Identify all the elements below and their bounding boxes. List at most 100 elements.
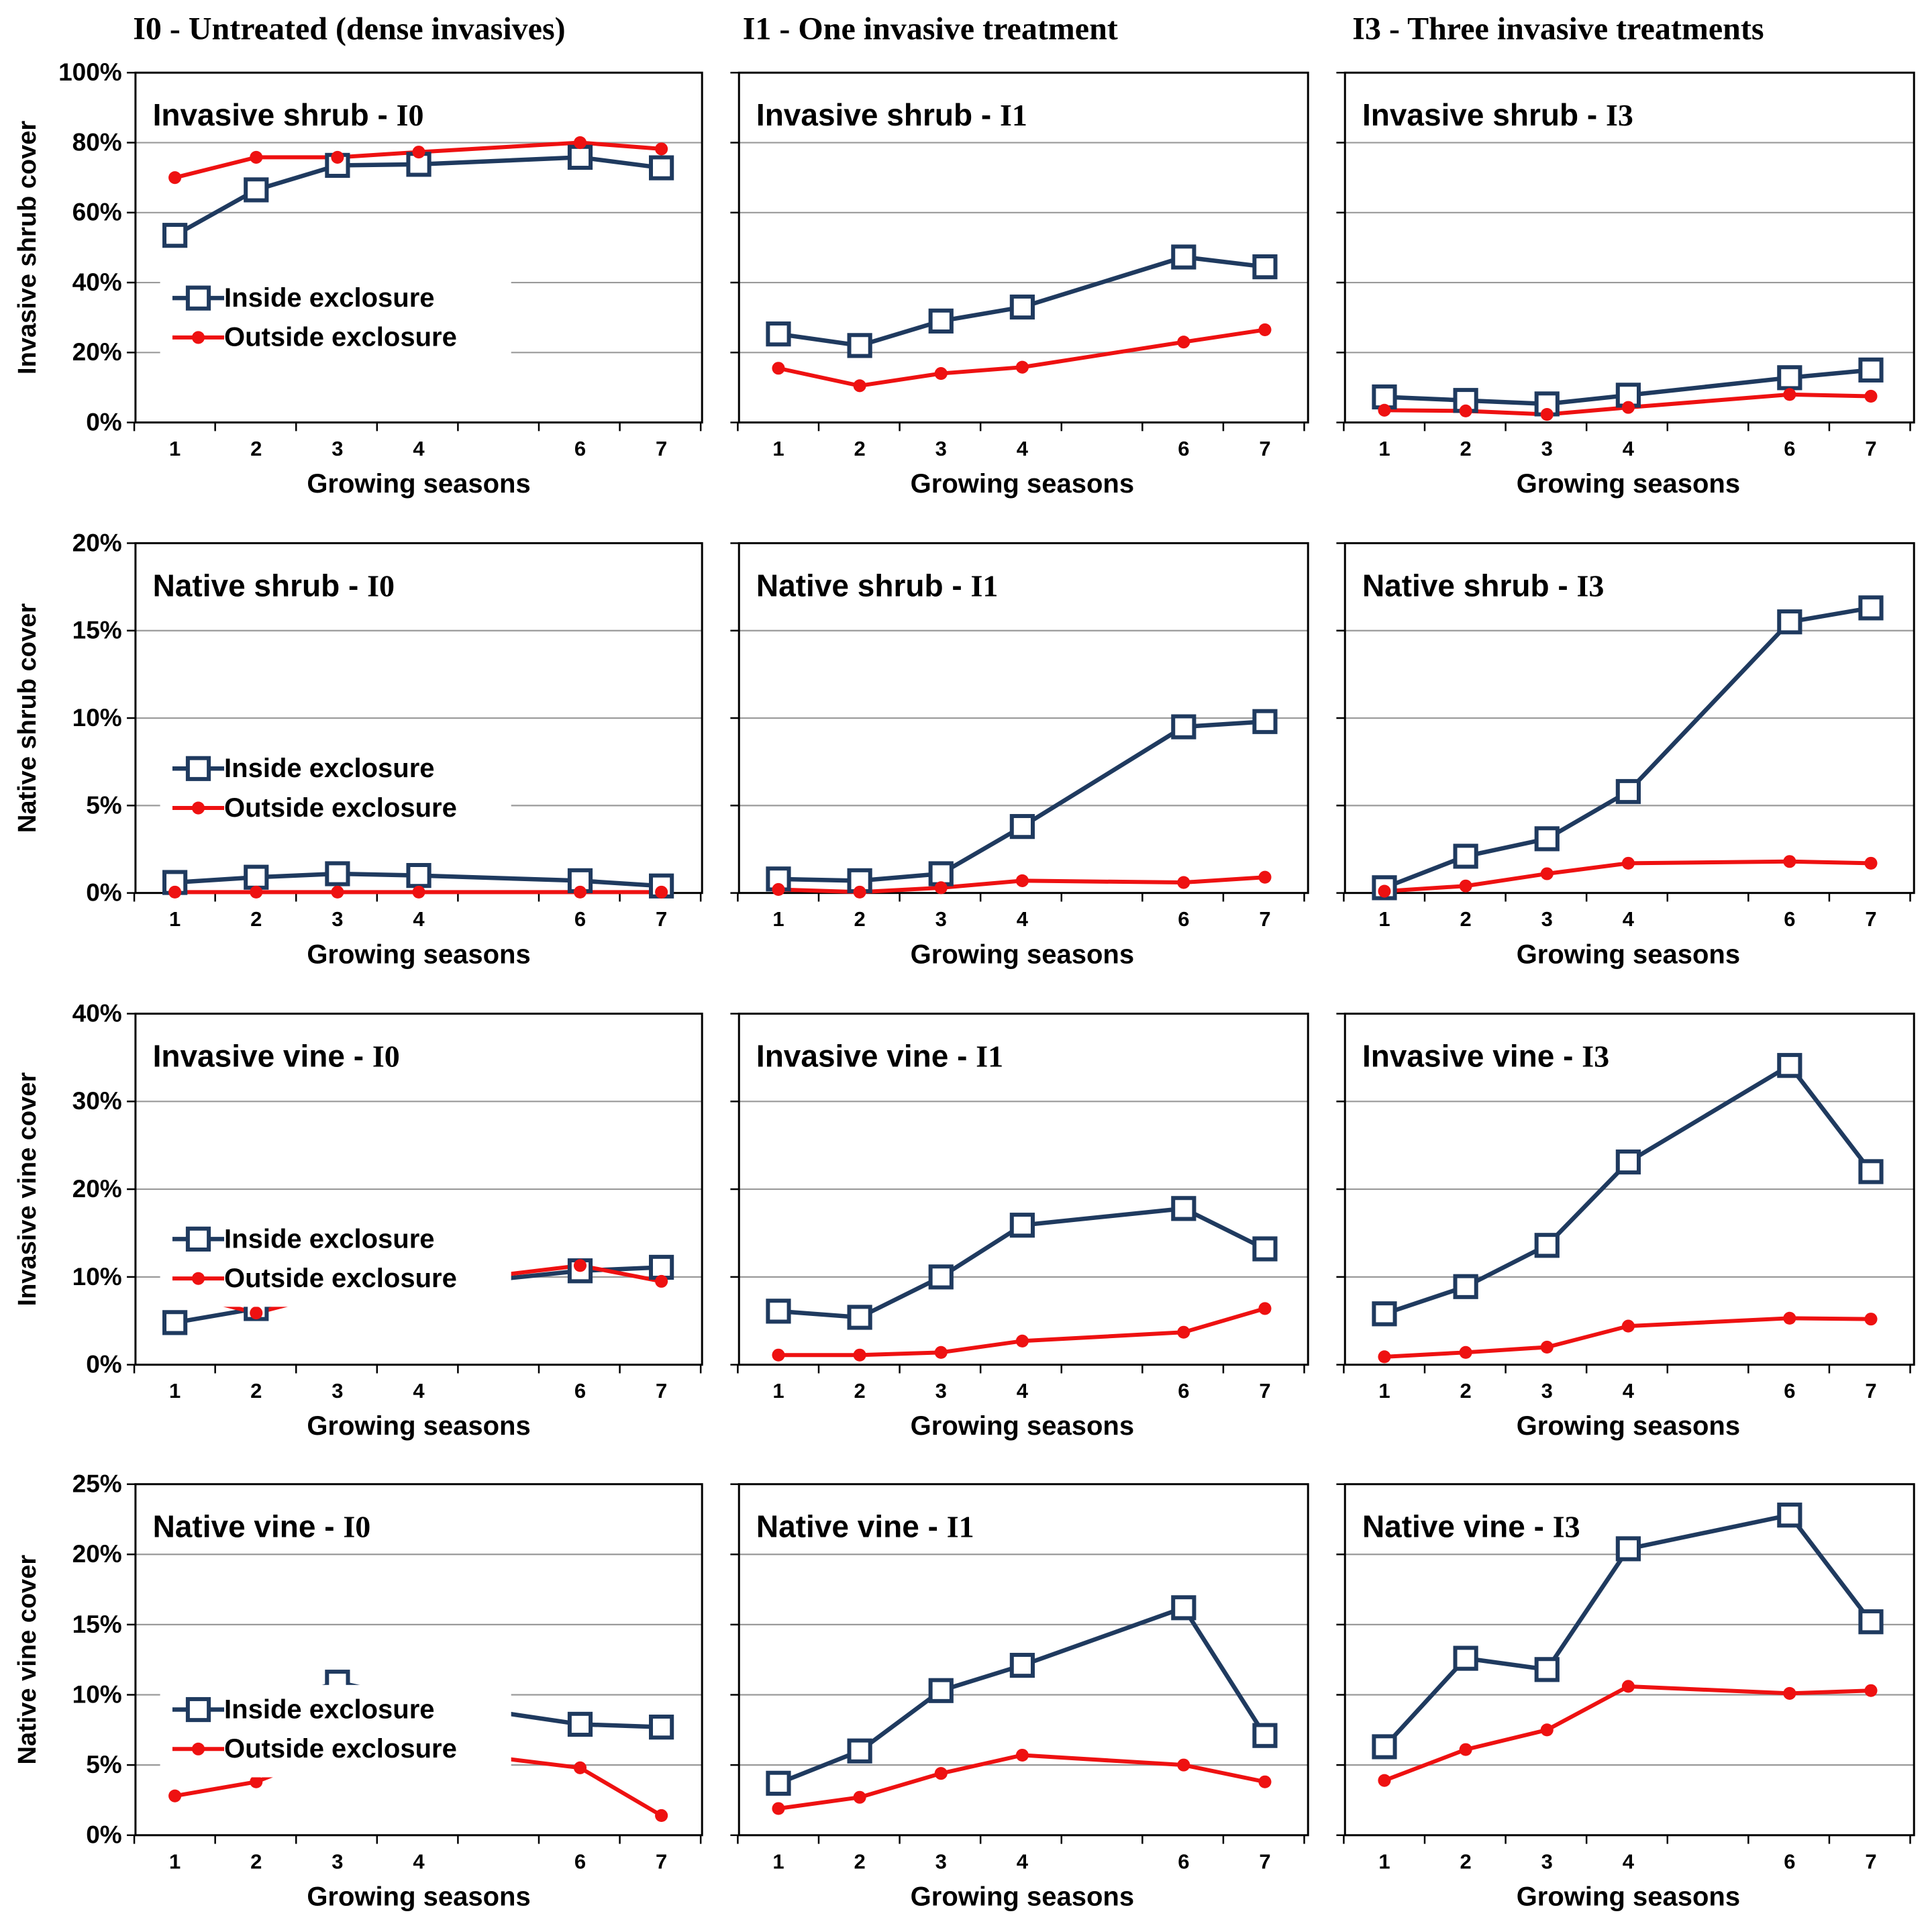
plot-frame xyxy=(1343,1483,1915,1837)
legend-inside-label: Inside exclosure xyxy=(224,283,434,313)
outside-exclosure-line xyxy=(778,875,1266,895)
column-title-prefix: I1 xyxy=(743,11,772,47)
outside-exclosure-point xyxy=(412,885,425,899)
y-axis-label: Native vine cover xyxy=(13,1555,42,1765)
legend-background xyxy=(160,273,511,366)
x-tick-label: 4 xyxy=(413,907,425,931)
y-tick-label: 60% xyxy=(72,199,122,226)
x-axis-label: Growing seasons xyxy=(911,939,1134,969)
outside-exclosure-point xyxy=(168,1789,182,1802)
panel-title-text: Native shrub - xyxy=(756,568,971,603)
outside-exclosure-point xyxy=(1459,1743,1472,1756)
inside-exclosure-point xyxy=(1858,1159,1884,1184)
inside-exclosure-point xyxy=(649,155,674,181)
chart-panel: 1 2 3 4 6 7 Growing seasons Invasive vine - I1 xyxy=(730,1013,1309,1441)
outside-exclosure-point xyxy=(1540,1340,1554,1354)
y-axis-label: Invasive vine cover xyxy=(13,1072,42,1307)
y-tick-label: 20% xyxy=(72,338,122,366)
outside-exclosure-line xyxy=(174,140,662,180)
inside-exclosure-point xyxy=(1252,1723,1278,1748)
x-tick-label: 7 xyxy=(1865,1849,1876,1873)
outside-exclosure-point xyxy=(1783,855,1796,868)
x-tick-label: 7 xyxy=(1259,1849,1270,1873)
legend: Inside exclosure Outside exclosure xyxy=(160,1684,511,1778)
chart-panel: 0% 20% 40% 60% 80% 100% 1 2 3 4 6 7 Growing seasons I… xyxy=(13,58,703,499)
inside-exclosure-point xyxy=(1171,1595,1197,1621)
outside-exclosure-line xyxy=(778,1307,1266,1358)
inside-exclosure-point xyxy=(1252,1236,1278,1262)
x-tick-label: 4 xyxy=(1623,907,1635,931)
legend-outside-marker xyxy=(191,1272,205,1285)
chart-panel: 0% 5% 10% 15% 20% 1 2 3 4 6 7 Growing seasons Native… xyxy=(13,529,703,969)
column-title-text: - Three invasive treatments xyxy=(1381,11,1764,47)
outside-exclosure-point xyxy=(1864,1313,1878,1326)
plot-frame xyxy=(1343,71,1915,424)
x-axis-label: Growing seasons xyxy=(1517,1411,1740,1441)
inside-exclosure-point xyxy=(1777,1053,1802,1078)
chart-panel: 1 2 3 4 6 7 Growing seasons Invasive shrub - I3 xyxy=(1336,71,1915,499)
legend-inside-label: Inside exclosure xyxy=(224,1694,434,1724)
inside-exclosure-point xyxy=(567,1711,593,1737)
y-tick-label: 80% xyxy=(72,128,122,156)
panel-title-text: Native shrub - xyxy=(153,568,368,603)
inside-exclosure-point xyxy=(1171,714,1197,740)
inside-exclosure-point xyxy=(1777,1503,1802,1528)
x-tick-label: 1 xyxy=(169,907,181,931)
legend-inside-label: Inside exclosure xyxy=(224,754,434,783)
outside-exclosure-point xyxy=(1540,867,1554,880)
panel-title: Invasive vine - I0 xyxy=(153,1038,400,1073)
outside-exclosure-point xyxy=(1378,403,1391,417)
outside-exclosure-point xyxy=(1015,874,1029,887)
x-tick-label: 1 xyxy=(772,1849,784,1873)
outside-exclosure-point xyxy=(1459,404,1472,417)
x-tick-label: 4 xyxy=(1623,1379,1635,1403)
inside-exclosure-point xyxy=(244,864,269,890)
panel-title-treatment: I3 xyxy=(1576,568,1604,603)
x-tick-label: 3 xyxy=(935,437,947,460)
inside-exclosure-point xyxy=(1615,778,1641,805)
inside-exclosure-point xyxy=(847,1738,872,1764)
outside-exclosure-point xyxy=(934,367,948,380)
x-tick-label: 1 xyxy=(1378,907,1390,931)
panel-title: Invasive shrub - I1 xyxy=(756,97,1027,132)
inside-exclosure-line xyxy=(174,155,662,238)
outside-exclosure-line xyxy=(1383,1684,1872,1782)
x-axis-label: Growing seasons xyxy=(307,939,530,969)
panel-title: Invasive vine - I1 xyxy=(756,1038,1003,1073)
legend-background xyxy=(160,744,511,837)
x-tick-label: 1 xyxy=(169,437,181,460)
column-titles: I0 - Untreated (dense invasives) I1 - One… xyxy=(133,11,1764,47)
panel-title-text: Invasive shrub - xyxy=(1362,97,1606,132)
outside-exclosure-point xyxy=(1621,856,1635,870)
x-tick-label: 6 xyxy=(1784,1849,1795,1873)
x-tick-label: 4 xyxy=(413,1379,425,1403)
x-tick-label: 3 xyxy=(1541,1379,1553,1403)
inside-exclosure-point xyxy=(162,1310,188,1335)
panel-title-text: Invasive vine - xyxy=(1362,1038,1582,1073)
x-tick-label: 4 xyxy=(1017,437,1029,460)
outside-exclosure-point xyxy=(934,1767,948,1780)
outside-exclosure-point xyxy=(168,171,182,185)
inside-exclosure-point xyxy=(406,863,431,888)
outside-exclosure-point xyxy=(1621,401,1635,414)
panel-title-treatment: I1 xyxy=(1000,98,1027,132)
x-tick-label: 1 xyxy=(1378,1379,1390,1403)
outside-exclosure-point xyxy=(655,142,668,156)
panel-title-treatment: I3 xyxy=(1553,1510,1580,1544)
panel-title: Native shrub - I0 xyxy=(153,568,395,603)
inside-exclosure-point xyxy=(1777,365,1802,391)
outside-exclosure-point xyxy=(1177,336,1190,349)
outside-exclosure-point xyxy=(934,1345,948,1359)
panel-title-text: Native vine - xyxy=(1362,1509,1553,1544)
x-tick-label: 3 xyxy=(935,1849,947,1873)
x-tick-label: 3 xyxy=(935,1379,947,1403)
panel-title: Native vine - I1 xyxy=(756,1509,974,1544)
x-tick-label: 6 xyxy=(574,1379,586,1403)
outside-exclosure-point xyxy=(655,1274,668,1288)
x-tick-label: 6 xyxy=(1784,437,1795,460)
x-tick-label: 6 xyxy=(574,1849,586,1873)
x-tick-label: 6 xyxy=(1178,1849,1189,1873)
chart-panel: 1 2 3 4 6 7 Growing seasons Native shrub - I3 xyxy=(1336,542,1915,969)
outside-exclosure-point xyxy=(1015,1334,1029,1348)
x-tick-label: 7 xyxy=(1259,1379,1270,1403)
